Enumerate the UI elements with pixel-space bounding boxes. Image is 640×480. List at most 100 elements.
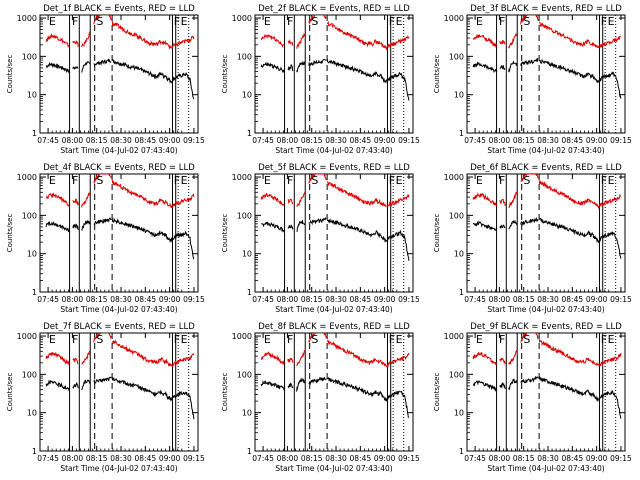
y-tick-label: 1 <box>32 288 37 297</box>
y-tick-label: 1000 <box>232 332 252 341</box>
panel-title: Det_7f BLACK = Events, RED = LLD <box>43 322 195 332</box>
plot-area <box>45 174 195 292</box>
panel-title: Det_9f BLACK = Events, RED = LLD <box>470 322 622 332</box>
plot-frame <box>39 332 199 452</box>
events-series-line <box>261 216 410 261</box>
event-marker-letter: F <box>287 15 293 28</box>
end-marker-letter: F <box>601 174 607 187</box>
y-axis-label: Counts/sec <box>6 55 14 94</box>
x-tick-label: 08:30 <box>110 295 132 304</box>
panel-title: Det_5f BLACK = Events, RED = LLD <box>258 163 410 173</box>
x-tick-label: 09:00 <box>159 136 181 145</box>
y-tick-label: 100 <box>22 52 37 61</box>
panel-title: Det_1f BLACK = Events, RED = LLD <box>43 4 195 14</box>
x-tick-label: 08:15 <box>301 454 323 463</box>
panel-det-6: Det_6f BLACK = Events, RED = LLD Counts/s… <box>433 163 632 314</box>
x-tick-label: 08:45 <box>350 295 372 304</box>
x-tick-label: 07:45 <box>464 136 486 145</box>
panel-det-1: Det_1f BLACK = Events, RED = LLD Counts/s… <box>6 4 205 155</box>
x-tick-label: 08:30 <box>325 454 347 463</box>
x-axis-label: Start Time (04-Jul-02 07:43:40) <box>275 464 392 473</box>
y-tick-label: 100 <box>237 370 252 379</box>
panel-title: Det_3f BLACK = Events, RED = LLD <box>470 4 622 14</box>
x-tick-label: 07:45 <box>252 295 274 304</box>
event-marker-letter: S <box>96 15 103 28</box>
event-marker-letter: F <box>72 15 78 28</box>
plot-area <box>45 333 195 451</box>
event-marker-letter: E <box>264 333 271 346</box>
x-tick-label: 08:45 <box>562 454 584 463</box>
lld-series-line <box>261 333 410 368</box>
lld-series-line <box>472 333 622 367</box>
x-tick-label: 09:00 <box>159 454 181 463</box>
plot-frame <box>466 14 626 134</box>
y-tick-label: 1 <box>32 447 37 456</box>
x-tick-label: 09:15 <box>398 136 420 145</box>
x-tick-label: 08:15 <box>513 454 535 463</box>
plot-frame <box>466 332 626 452</box>
x-tick-label: 09:15 <box>398 454 420 463</box>
x-tick-label: 08:45 <box>135 295 157 304</box>
x-tick-label: 09:15 <box>398 295 420 304</box>
x-tick-label: 07:45 <box>252 136 274 145</box>
x-tick-label: 08:15 <box>301 295 323 304</box>
x-tick-label: 09:15 <box>183 295 205 304</box>
events-series-line <box>260 376 409 418</box>
event-marker-letter: S <box>96 174 103 187</box>
x-tick-label: 07:45 <box>252 454 274 463</box>
x-tick-label: 08:00 <box>489 295 511 304</box>
event-marker-letter: F <box>72 174 78 187</box>
x-tick-label: 07:45 <box>464 454 486 463</box>
end-marker-letter: F <box>389 333 395 346</box>
x-tick-label: 09:15 <box>610 454 632 463</box>
y-tick-label: 1000 <box>444 14 464 23</box>
events-series-line <box>260 58 410 101</box>
y-tick-label: 1000 <box>444 332 464 341</box>
y-axis-label: Counts/sec <box>221 55 229 94</box>
x-axis-label: Start Time (04-Jul-02 07:43:40) <box>275 146 392 155</box>
end-marker-letter: E <box>181 333 188 346</box>
x-tick-label: 08:00 <box>277 454 299 463</box>
x-tick-label: 08:45 <box>135 454 157 463</box>
y-tick-label: 1 <box>459 288 464 297</box>
y-tick-label: 100 <box>449 52 464 61</box>
event-marker-letter: F <box>72 333 78 346</box>
x-tick-label: 09:00 <box>586 295 608 304</box>
x-tick-label: 08:00 <box>62 136 84 145</box>
plot-frame <box>254 173 414 293</box>
end-marker-letter: E <box>181 174 188 187</box>
y-tick-label: 10 <box>242 409 252 418</box>
x-tick-label: 07:45 <box>464 295 486 304</box>
y-tick-label: 1 <box>32 129 37 138</box>
y-axis-label: Counts/sec <box>6 214 14 253</box>
x-tick-label: 08:30 <box>537 136 559 145</box>
event-marker-letter: F <box>499 174 505 187</box>
end-marker-letter: F <box>174 174 180 187</box>
events-series-line <box>472 57 622 99</box>
panel-det-5: Det_5f BLACK = Events, RED = LLD Counts/s… <box>221 163 420 314</box>
event-marker-letter: F <box>499 333 505 346</box>
x-tick-label: 09:15 <box>610 136 632 145</box>
x-tick-label: 09:00 <box>374 454 396 463</box>
plot-frame <box>39 14 199 134</box>
event-marker-letter: F <box>499 15 505 28</box>
x-tick-label: 08:00 <box>277 295 299 304</box>
plot-frame <box>466 173 626 293</box>
x-tick-label: 08:30 <box>110 454 132 463</box>
plot-area <box>260 333 410 451</box>
lld-series-line <box>45 15 195 50</box>
y-tick-label: 1000 <box>444 173 464 182</box>
x-tick-label: 08:15 <box>86 454 108 463</box>
x-tick-label: 08:00 <box>489 136 511 145</box>
y-tick-label: 1000 <box>17 332 37 341</box>
y-tick-label: 1 <box>459 447 464 456</box>
y-tick-label: 10 <box>27 91 37 100</box>
end-marker-letter: F <box>389 15 395 28</box>
x-tick-label: 09:15 <box>610 295 632 304</box>
y-tick-label: 1 <box>247 129 252 138</box>
y-tick-label: 1 <box>247 288 252 297</box>
y-axis-label: Counts/sec <box>221 373 229 412</box>
x-tick-label: 08:15 <box>86 136 108 145</box>
x-tick-label: 07:45 <box>37 454 59 463</box>
